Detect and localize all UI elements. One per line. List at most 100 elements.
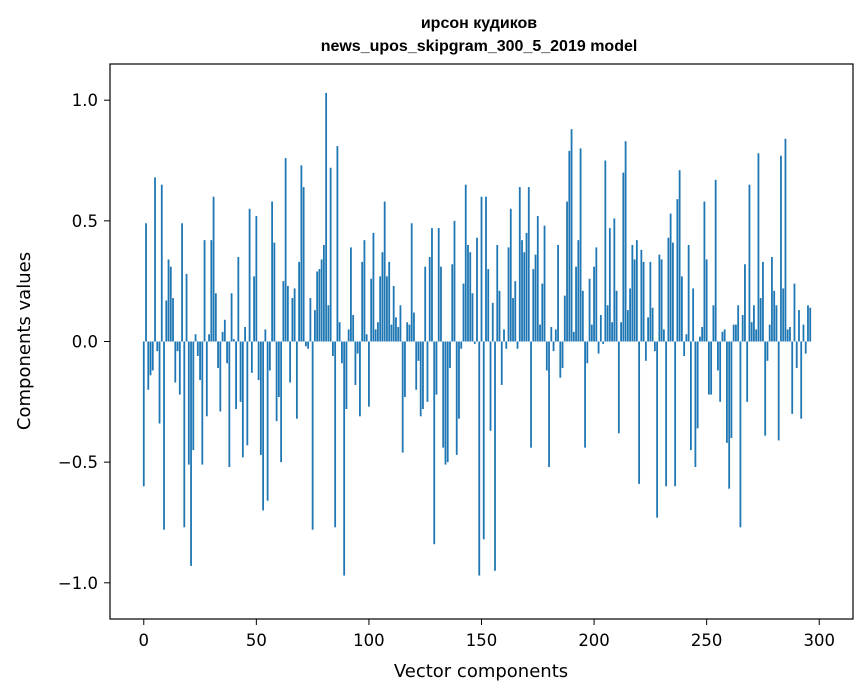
bar-component-294 (804, 341, 807, 354)
bar-component-191 (572, 331, 575, 342)
bar-component-246 (696, 341, 699, 429)
bar-component-18 (183, 341, 186, 528)
bar-component-136 (449, 341, 451, 369)
bar-component-239 (680, 276, 683, 342)
bar-component-247 (699, 336, 701, 342)
bar-component-54 (264, 329, 267, 342)
bar-component-156 (494, 341, 496, 571)
bar-component-216 (629, 288, 631, 342)
y-tick-label: −0.5 (58, 453, 98, 472)
bar-component-182 (552, 341, 555, 352)
bar-component-118 (408, 324, 411, 342)
bar-component-121 (415, 341, 418, 390)
bar-component-231 (662, 329, 665, 342)
bar-component-60 (277, 341, 280, 397)
bar-component-255 (717, 341, 719, 371)
bar-component-170 (525, 232, 528, 342)
bar-component-97 (361, 261, 364, 342)
bar-component-88 (341, 341, 343, 364)
bar-component-10 (165, 300, 168, 342)
bar-component-203 (599, 314, 602, 342)
bar-component-91 (347, 329, 350, 342)
bar-component-211 (617, 341, 620, 434)
bar-component-267 (744, 264, 746, 342)
y-tick-label: 0.5 (72, 212, 98, 231)
bar-component-119 (410, 223, 413, 342)
bar-component-35 (221, 331, 224, 342)
bar-component-196 (584, 341, 586, 448)
bar-component-208 (611, 322, 613, 342)
bar-component-236 (674, 341, 677, 487)
bar-component-144 (467, 244, 469, 342)
bar-component-135 (446, 341, 449, 463)
bar-component-6 (156, 341, 159, 352)
bar-component-74 (309, 298, 312, 342)
bar-component-261 (730, 341, 733, 439)
bar-component-278 (768, 324, 771, 342)
bar-component-133 (442, 341, 445, 448)
bar-component-3 (149, 341, 152, 376)
y-tick-label: 1.0 (72, 91, 98, 110)
bar-component-251 (708, 341, 710, 395)
bar-component-139 (455, 341, 458, 455)
bar-component-274 (759, 298, 762, 342)
bar-component-92 (350, 247, 352, 342)
bar-component-185 (559, 341, 562, 378)
bar-component-243 (689, 341, 692, 451)
bar-component-51 (257, 341, 260, 381)
bar-component-279 (771, 257, 773, 342)
bar-component-117 (406, 322, 409, 342)
bar-component-94 (354, 341, 357, 385)
bar-component-210 (615, 290, 618, 342)
bar-component-84 (332, 341, 334, 356)
bar-component-160 (503, 329, 505, 342)
bar-component-149 (478, 341, 481, 576)
bar-component-271 (753, 305, 755, 342)
bar-component-225 (649, 261, 652, 342)
bar-component-248 (701, 327, 704, 342)
bar-component-286 (786, 329, 789, 342)
bar-component-291 (798, 310, 800, 342)
bar-component-46 (246, 341, 249, 446)
bar-component-195 (581, 290, 584, 342)
bar-component-138 (453, 220, 456, 342)
bar-component-184 (557, 244, 559, 342)
bar-component-262 (732, 324, 735, 342)
bar-component-21 (190, 341, 192, 566)
bar-component-163 (509, 208, 512, 342)
x-tick-label: 250 (691, 631, 723, 650)
bar-component-72 (304, 341, 307, 347)
bar-component-47 (248, 208, 251, 342)
bar-component-76 (313, 310, 316, 342)
bar-component-49 (253, 276, 255, 342)
bar-component-141 (460, 341, 463, 349)
bar-component-174 (534, 254, 537, 342)
x-tick-label: 0 (139, 631, 150, 650)
bar-component-186 (561, 341, 564, 369)
bar-component-31 (212, 196, 215, 342)
bar-component-67 (293, 288, 296, 342)
bar-component-120 (413, 312, 415, 342)
bar-component-224 (647, 317, 650, 342)
bar-component-249 (703, 201, 706, 342)
bar-component-281 (775, 305, 778, 342)
bar-component-190 (570, 129, 573, 342)
bar-component-110 (390, 324, 393, 342)
bar-component-42 (237, 257, 240, 342)
bar-component-220 (638, 341, 641, 484)
bar-component-264 (737, 305, 740, 342)
bar-component-260 (728, 341, 731, 489)
bar-component-178 (543, 225, 546, 342)
bar-component-34 (219, 341, 222, 412)
bar-component-155 (491, 302, 494, 342)
bar-component-256 (719, 341, 722, 402)
bar-component-250 (705, 259, 708, 342)
bar-component-5 (154, 177, 156, 342)
bar-component-75 (311, 341, 314, 530)
bar-component-89 (343, 341, 346, 576)
bar-component-263 (735, 324, 737, 342)
bar-component-241 (685, 334, 688, 342)
bar-component-108 (386, 276, 388, 342)
bar-component-80 (322, 244, 325, 342)
bar-component-128 (431, 228, 433, 342)
